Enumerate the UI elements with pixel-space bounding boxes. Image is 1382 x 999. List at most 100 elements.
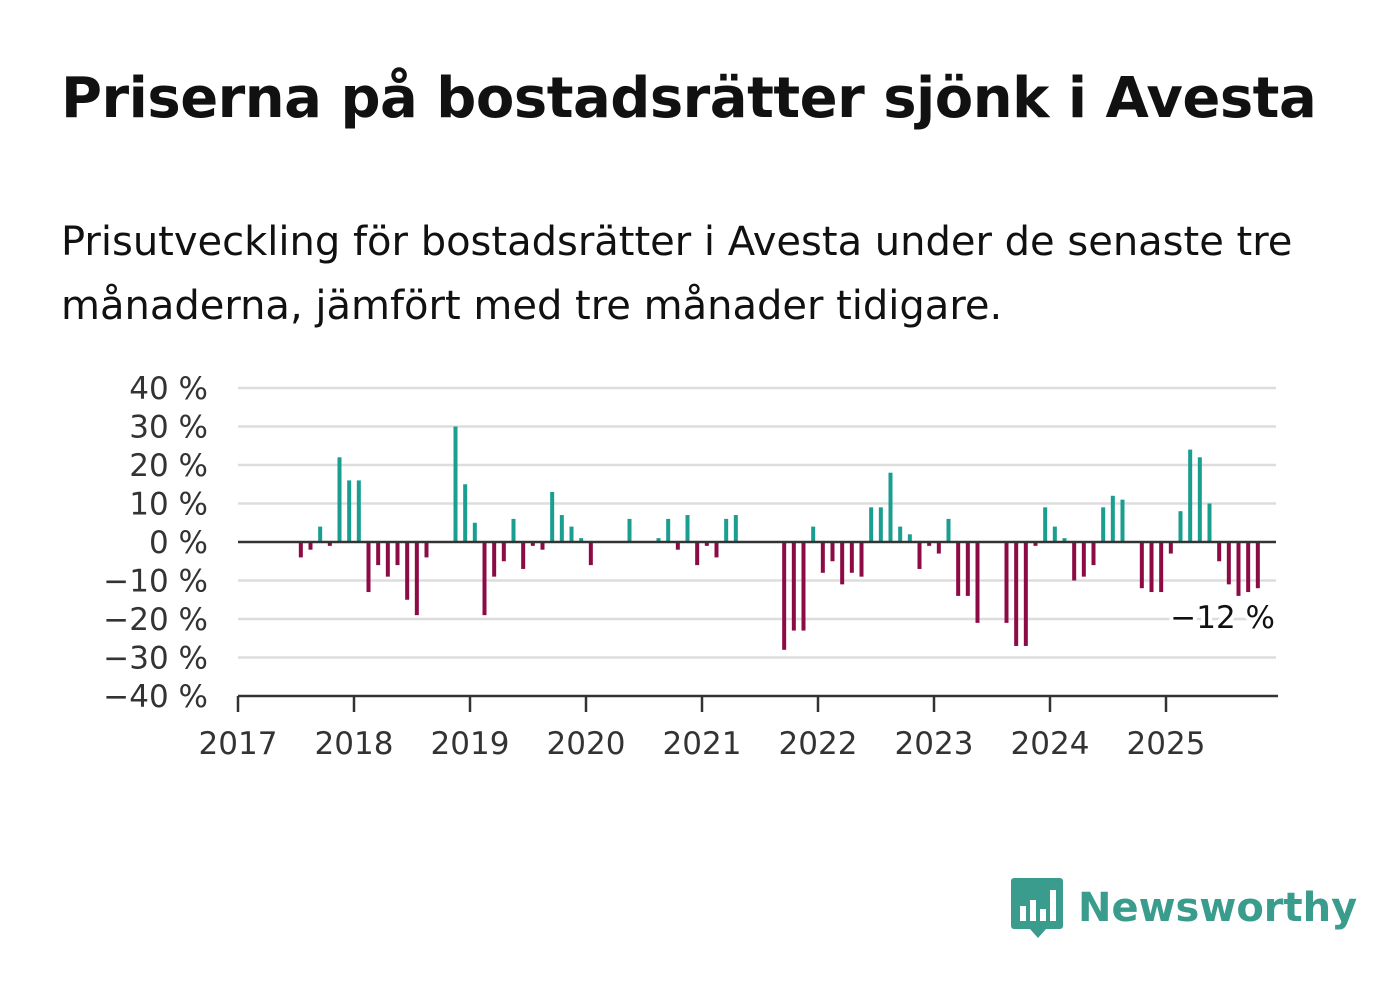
bar <box>869 507 874 542</box>
x-tick-label: 2018 <box>315 726 394 762</box>
bar <box>907 534 912 542</box>
bar <box>463 484 468 542</box>
bar <box>936 542 941 554</box>
bar <box>1081 542 1086 577</box>
bar <box>675 542 680 550</box>
bar <box>1014 542 1019 646</box>
bar <box>559 515 564 542</box>
bar <box>424 542 429 558</box>
bar <box>579 538 584 542</box>
bar <box>405 542 410 600</box>
bar <box>308 542 313 550</box>
tick-labels: 40 %30 %20 %10 %0 %−10 %−20 %−30 %−40 % 2… <box>103 371 1279 762</box>
bar <box>917 542 922 569</box>
bar <box>337 457 342 542</box>
x-tick-label: 2023 <box>895 726 974 762</box>
bar <box>1062 538 1067 542</box>
y-tick-label: −30 % <box>103 641 208 677</box>
bar <box>347 480 352 542</box>
bar <box>1023 542 1028 646</box>
bar <box>1004 542 1009 623</box>
bar <box>530 542 535 546</box>
bar <box>811 526 816 542</box>
bar <box>704 542 709 546</box>
bar <box>501 542 506 562</box>
bar <box>1168 542 1173 554</box>
bar <box>878 507 883 542</box>
bar <box>1246 542 1251 593</box>
y-tick-label: 40 % <box>129 371 208 407</box>
bar <box>492 542 497 577</box>
bar <box>298 542 303 558</box>
bar <box>791 542 796 631</box>
bar <box>453 426 458 542</box>
bar <box>849 542 854 573</box>
bar <box>569 526 574 542</box>
bar <box>385 542 390 577</box>
y-tick-label: −40 % <box>103 679 208 715</box>
bar <box>1033 542 1038 546</box>
bar <box>550 491 555 542</box>
bar <box>714 542 719 558</box>
axes <box>236 540 1278 712</box>
bar <box>898 526 903 542</box>
bar <box>685 515 690 542</box>
bar <box>482 542 487 616</box>
bar <box>1110 495 1115 542</box>
y-tick-label: 30 % <box>129 410 208 446</box>
y-tick-label: −20 % <box>103 602 208 638</box>
bar <box>395 542 400 566</box>
bar-chart: 40 %30 %20 %10 %0 %−10 %−20 %−30 %−40 % 2… <box>103 371 1279 762</box>
bar <box>1072 542 1077 581</box>
chart-subtitle: Prisutveckling för bostadsrätter i Avest… <box>61 219 1293 329</box>
y-tick-label: 20 % <box>129 448 208 484</box>
bar <box>965 542 970 596</box>
y-tick-label: −10 % <box>103 564 208 600</box>
bar <box>356 480 361 542</box>
x-tick-label: 2022 <box>779 726 858 762</box>
bar <box>414 542 419 616</box>
bar <box>1139 542 1144 589</box>
bar <box>656 538 661 542</box>
y-tick-label: 0 % <box>149 525 208 561</box>
gridlines <box>238 386 1276 659</box>
chart-title: Priserna på bostadsrätter sjönk i Avesta <box>61 66 1317 131</box>
bar <box>801 542 806 631</box>
bar <box>1101 507 1106 542</box>
x-tick-label: 2025 <box>1127 726 1206 762</box>
bar <box>588 542 593 566</box>
bar <box>724 518 729 542</box>
bar <box>975 542 980 623</box>
bar <box>366 542 371 593</box>
x-tick-label: 2021 <box>663 726 742 762</box>
bar <box>1159 542 1164 593</box>
brand-logo: Newsworthy <box>1010 876 1357 940</box>
bar <box>956 542 961 596</box>
bar <box>1255 542 1260 589</box>
bar <box>1197 457 1202 542</box>
bar <box>1120 499 1125 542</box>
bar <box>927 542 932 546</box>
bar <box>1043 507 1048 542</box>
bar <box>327 542 332 546</box>
bar <box>733 515 738 542</box>
bar <box>1052 526 1057 542</box>
newsworthy-logo-icon <box>1011 878 1063 938</box>
bar <box>318 526 323 542</box>
bar <box>1217 542 1222 562</box>
x-tick-label: 2019 <box>431 726 510 762</box>
bar <box>540 542 545 550</box>
bar <box>1207 503 1212 542</box>
bar <box>1188 449 1193 542</box>
end-value-label-halo: −12 % <box>1170 600 1275 636</box>
bar <box>627 518 632 542</box>
end-value-label: −12 % <box>1170 600 1275 636</box>
x-tick-label: 2024 <box>1011 726 1090 762</box>
bar <box>472 522 477 542</box>
bar <box>511 518 516 542</box>
bar <box>859 542 864 577</box>
bar <box>1226 542 1231 585</box>
x-tick-label: 2017 <box>199 726 278 762</box>
bar <box>1149 542 1154 593</box>
bar <box>888 472 893 542</box>
